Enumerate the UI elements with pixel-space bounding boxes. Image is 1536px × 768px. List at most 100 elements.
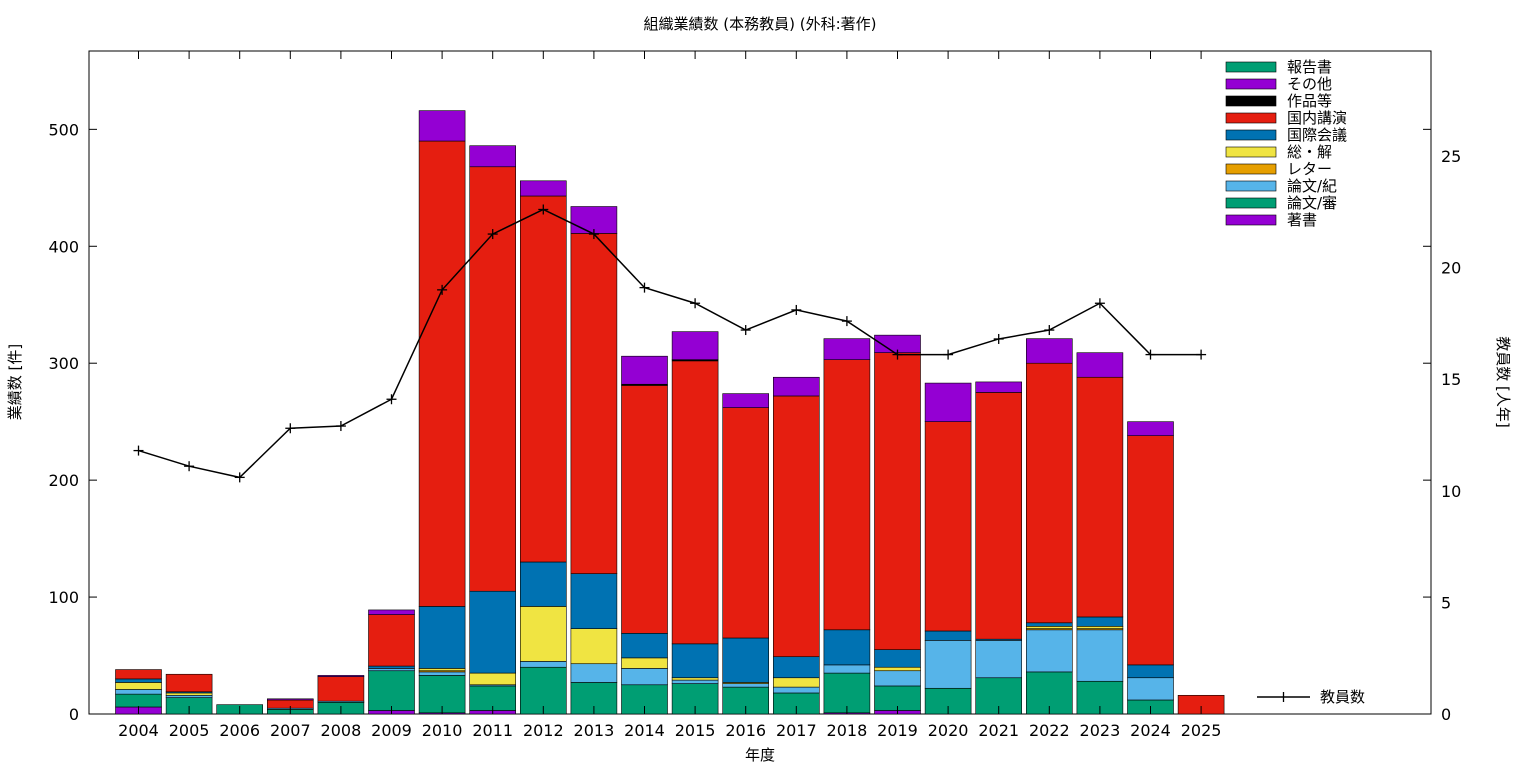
line-legend: 教員数 <box>1257 688 1365 706</box>
bar-2012-series-2 <box>519 661 567 668</box>
y-tick-label-100: 100 <box>48 588 79 607</box>
y2-axis-label: 教員数 [人年] <box>1494 336 1512 427</box>
bar-2014-series-2 <box>621 668 668 686</box>
bar-2015-series-6 <box>671 360 719 645</box>
bar-2014-series-6 <box>621 385 668 634</box>
teacher-count-point-2013 <box>588 229 599 240</box>
bar-2022-series-2 <box>1026 629 1073 673</box>
bar-2023-series-8 <box>1076 352 1124 378</box>
y2-tick-label-10: 10 <box>1441 482 1461 501</box>
bar-2023-series-6 <box>1076 376 1124 618</box>
bar-2012-series-6 <box>519 195 567 563</box>
x-tick-label-2010: 2010 <box>422 721 463 740</box>
bar-2011-series-6 <box>469 166 517 592</box>
x-tick-label-2006: 2006 <box>219 721 260 740</box>
bar-2008-series-6 <box>317 676 365 702</box>
bar-2014-series-4 <box>621 657 668 669</box>
legend-entry-1: その他 <box>1225 75 1332 93</box>
bar-2013-series-6 <box>570 233 618 574</box>
bar-2005-series-4 <box>165 692 213 696</box>
bar-2023-series-2 <box>1076 629 1124 682</box>
y-axis: 0 100 200 300 400 500 <box>48 120 1431 724</box>
teacher-count-point-2019 <box>892 349 903 360</box>
x-tick-label-2005: 2005 <box>169 721 210 740</box>
teacher-count-point-2007 <box>285 423 296 434</box>
teacher-count-point-2005 <box>184 461 195 472</box>
teacher-count-point-2012 <box>538 204 549 215</box>
y2-axis: 0 5 10 15 20 25 <box>1441 147 1461 724</box>
teacher-count-point-2010 <box>437 284 448 295</box>
teacher-count-point-2023 <box>1094 298 1105 309</box>
bar-2005-series-6 <box>165 673 213 693</box>
legend-swatch <box>1225 214 1277 226</box>
bar-2022-series-8 <box>1026 338 1073 364</box>
bar-2020-series-6 <box>924 421 972 632</box>
bar-2018-series-8 <box>823 338 871 360</box>
bar-2009-series-8 <box>368 609 415 615</box>
x-tick-label-2013: 2013 <box>574 721 615 740</box>
bar-2009-series-5 <box>368 665 415 669</box>
bar-2013-series-2 <box>570 663 618 683</box>
legend-entry-3: 国内講演 <box>1225 109 1347 127</box>
bar-2020-series-2 <box>924 640 972 689</box>
bar-2004-series-1 <box>115 693 162 708</box>
bar-2016-series-2 <box>722 683 770 688</box>
bar-2011-series-4 <box>469 672 517 686</box>
bar-2004-series-5 <box>115 678 162 683</box>
bar-2019-series-5 <box>874 649 921 668</box>
bar-2004-series-2 <box>115 689 162 695</box>
bar-2013-series-5 <box>570 573 618 629</box>
legend-label: 総・解 <box>1287 143 1332 161</box>
y2-tick-label-5: 5 <box>1441 593 1451 612</box>
bar-2018-series-5 <box>823 629 871 666</box>
bar-2023-series-5 <box>1076 616 1124 627</box>
y2-tick-label-25: 25 <box>1441 147 1461 166</box>
bar-2018-series-2 <box>823 664 871 674</box>
bar-2015-series-8 <box>671 331 719 360</box>
teacher-count-point-2015 <box>690 298 701 309</box>
y2-tick-label-0: 0 <box>1441 705 1451 724</box>
x-tick-label-2019: 2019 <box>877 721 918 740</box>
legend-label: その他 <box>1287 75 1332 93</box>
bar-2016-series-5 <box>722 637 770 683</box>
teacher-count-point-2004 <box>133 445 144 456</box>
bar-2022-series-6 <box>1026 362 1073 624</box>
teacher-count-point-2006 <box>234 472 245 483</box>
bar-2016-series-8 <box>722 393 770 408</box>
legend-label: 作品等 <box>1287 92 1332 110</box>
bar-2020-series-8 <box>924 382 972 422</box>
bar-2015-series-4 <box>671 677 719 681</box>
bar-2019-series-6 <box>874 352 921 650</box>
teacher-count-point-2024 <box>1145 349 1156 360</box>
teacher-count-point-2025 <box>1196 349 1207 360</box>
x-axis-label: 年度 <box>745 746 775 764</box>
x-tick-label-2022: 2022 <box>1029 721 1070 740</box>
bar-2015-series-2 <box>671 679 719 684</box>
bar-2023-series-4 <box>1076 625 1124 629</box>
bar-2017-series-4 <box>772 677 820 688</box>
x-tick-label-2014: 2014 <box>624 721 665 740</box>
bar-2009-series-6 <box>368 614 415 667</box>
x-tick-label-2004: 2004 <box>118 721 159 740</box>
bar-2021-series-2 <box>975 640 1023 679</box>
bar-2021-series-8 <box>975 381 1023 393</box>
bar-2017-series-6 <box>772 395 820 658</box>
bar-2008-series-8 <box>317 675 365 677</box>
bar-2012-series-5 <box>519 561 567 607</box>
teacher-count-point-2021 <box>993 333 1004 344</box>
legend-label: 報告書 <box>1287 58 1332 76</box>
chart-title: 組織業績数 (本務教員) (外科:著作) <box>644 15 877 33</box>
bar-2022-series-4 <box>1026 625 1073 629</box>
legend-label: 国内講演 <box>1287 109 1347 127</box>
legend-entry-8: 論文/審 <box>1225 194 1337 212</box>
bar-2014-series-8 <box>621 355 668 385</box>
bar-2012-series-4 <box>519 606 567 662</box>
legend-label: 著書 <box>1287 211 1317 229</box>
legend-swatch <box>1225 78 1277 90</box>
x-tick-label-2011: 2011 <box>472 721 513 740</box>
teacher-count-point-2016 <box>740 325 751 336</box>
bar-2017-series-2 <box>772 686 820 694</box>
legend-swatch <box>1225 180 1277 192</box>
x-axis: 2004 2005 2006 2007 2008 2009 2010 2011 2012 2013… <box>118 51 1221 740</box>
